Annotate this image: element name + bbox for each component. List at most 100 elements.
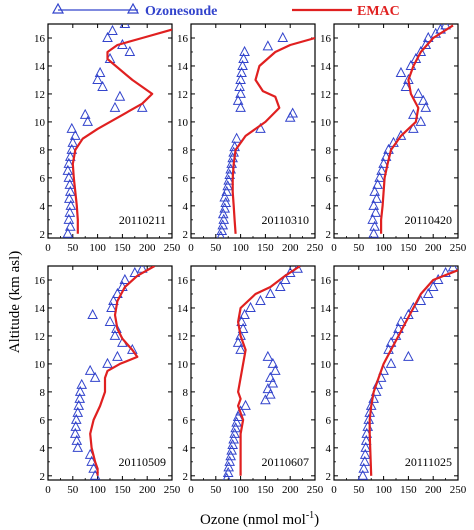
ozonesonde-point xyxy=(367,213,379,224)
ozonesonde-point xyxy=(111,322,122,333)
x-tick-label: 50 xyxy=(67,242,79,254)
y-tick-label: 8 xyxy=(40,387,46,399)
ozonesonde-point xyxy=(223,461,235,472)
x-tick-label: 200 xyxy=(425,242,442,254)
x-axis-title-end: ) xyxy=(314,512,319,528)
y-tick-label: 8 xyxy=(183,145,189,157)
x-tick-label: 150 xyxy=(257,484,274,496)
ozonesonde-point xyxy=(224,455,236,466)
ozonesonde-point xyxy=(235,329,246,340)
ozonesonde-point xyxy=(240,399,251,410)
x-tick-label: 0 xyxy=(331,484,337,496)
ozonesonde-point xyxy=(265,388,276,399)
ozonesonde-point xyxy=(370,206,381,217)
ozonesonde-point xyxy=(108,294,119,305)
ozonesonde-point xyxy=(72,441,84,452)
y-tick-label: 14 xyxy=(320,61,332,73)
y-tick-label: 2 xyxy=(40,229,46,241)
ozonesonde-point xyxy=(69,129,81,140)
ozonesonde-point xyxy=(63,157,75,168)
x-tick-label: 100 xyxy=(89,242,106,254)
y-tick-label: 6 xyxy=(183,415,189,427)
panel-plot-area xyxy=(367,24,454,238)
y-tick-label: 6 xyxy=(326,173,332,185)
ozonesonde-point xyxy=(260,394,271,405)
ozonesonde-point xyxy=(74,385,86,396)
panel-frame xyxy=(333,265,459,481)
ozonesonde-point xyxy=(236,66,247,77)
x-tick-label: 50 xyxy=(353,242,365,254)
y-tick-label: 12 xyxy=(34,89,45,101)
y-tick-label: 8 xyxy=(40,145,46,157)
panel-frame xyxy=(47,265,173,481)
ozonesonde-point xyxy=(279,273,291,284)
ozonesonde-point xyxy=(232,336,244,347)
ozonesonde-point xyxy=(234,80,245,91)
ozonesonde-point xyxy=(359,455,371,466)
legend: Ozonesonde EMAC xyxy=(51,2,400,19)
x-tick-label: 250 xyxy=(164,242,181,254)
y-tick-label: 4 xyxy=(326,443,332,455)
panel-20110420: 2 4 6 8 10 12 14 16 0 50 100 150 200 250 20110420 xyxy=(320,23,467,254)
ozonesonde-point xyxy=(368,199,380,210)
ozonesonde-point xyxy=(408,122,419,133)
ozonesonde-point xyxy=(67,136,79,147)
ozonesonde-point xyxy=(262,350,274,361)
x-tick-label: 250 xyxy=(307,242,324,254)
ozonesonde-point xyxy=(385,336,397,347)
panel-20111025: 2 4 6 8 10 12 14 16 0 50 100 150 200 250 20111025 xyxy=(320,265,467,496)
x-tick-label: 0 xyxy=(45,484,51,496)
x-tick-label: 150 xyxy=(400,484,417,496)
ozonesonde-point xyxy=(64,220,76,231)
x-tick-label: 200 xyxy=(139,242,156,254)
emac-line xyxy=(237,266,301,476)
ozonesonde-point xyxy=(235,343,246,354)
ozonesonde-point xyxy=(408,301,419,312)
y-tick-label: 12 xyxy=(177,89,188,101)
ozonesonde-point xyxy=(277,31,289,42)
ozonesonde-point xyxy=(267,377,279,388)
ozonesonde-point xyxy=(427,280,439,291)
ozonesonde-point xyxy=(64,206,76,217)
y-tick-label: 6 xyxy=(183,173,189,185)
y-tick-label: 14 xyxy=(177,61,189,73)
x-tick-label: 250 xyxy=(450,242,467,254)
panel-plot-area xyxy=(62,24,172,238)
x-tick-label: 150 xyxy=(400,242,417,254)
y-tick-label: 16 xyxy=(320,275,332,287)
x-tick-label: 100 xyxy=(232,484,249,496)
panel-date-label: 20111025 xyxy=(405,455,452,469)
x-axis-title: Ozone (nmol mol-1) xyxy=(200,510,319,528)
x-tick-label: 0 xyxy=(331,242,337,254)
y-tick-label: 14 xyxy=(34,303,46,315)
x-tick-label: 100 xyxy=(232,242,249,254)
ozonesonde-point xyxy=(92,73,103,84)
ozonesonde-point xyxy=(217,219,229,230)
ozonesonde-point xyxy=(239,308,250,319)
ozonesonde-point xyxy=(218,213,230,224)
ozonesonde-point xyxy=(97,80,108,91)
ozonesonde-point xyxy=(102,357,113,368)
ozonesonde-point xyxy=(64,150,76,161)
panel-frame xyxy=(333,23,459,239)
ozonesonde-point xyxy=(119,273,131,284)
ozonesonde-point xyxy=(269,364,281,375)
x-tick-label: 100 xyxy=(89,484,106,496)
panel-plot-area xyxy=(216,31,315,238)
x-tick-label: 0 xyxy=(188,242,194,254)
y-tick-label: 12 xyxy=(34,331,45,343)
x-axis-title-main: Ozone (nmol mol xyxy=(200,512,306,528)
ozonesonde-point xyxy=(76,378,88,389)
ozonesonde-point xyxy=(358,462,370,473)
ozonesonde-point xyxy=(371,192,382,203)
ozonesonde-point xyxy=(238,52,249,63)
x-tick-label: 100 xyxy=(375,484,392,496)
y-tick-label: 2 xyxy=(183,471,189,483)
ozonesonde-point xyxy=(222,466,234,478)
x-tick-label: 250 xyxy=(307,484,324,496)
ozonesonde-point xyxy=(447,266,458,272)
y-tick-label: 8 xyxy=(326,145,332,157)
ozonesonde-point xyxy=(104,315,116,326)
ozonesonde-point xyxy=(126,343,138,354)
ozonesonde-point xyxy=(112,287,123,298)
